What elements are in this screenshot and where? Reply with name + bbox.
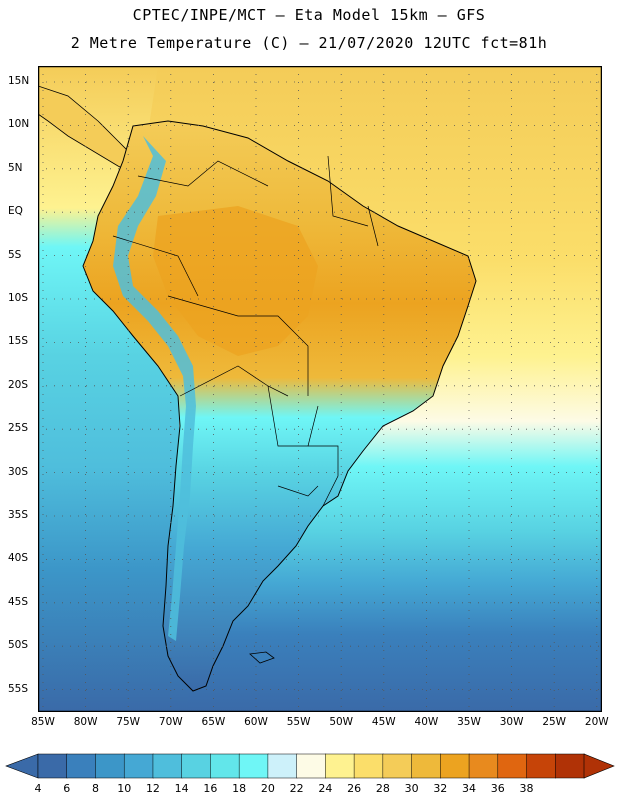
colorbar-tick-label: 6 (63, 782, 71, 795)
colorbar-tick-label: 18 (232, 782, 247, 795)
falkland-islands (249, 651, 275, 664)
map-title: CPTEC/INPE/MCT – Eta Model 15km – GFS (132, 6, 486, 24)
lon-tick-label: 20W (584, 716, 609, 728)
temperature-colorbar (5, 753, 615, 779)
colorbar-segment (152, 753, 183, 779)
colorbar-segment (526, 753, 557, 779)
lat-tick-label: 35S (8, 509, 29, 521)
colorbar-segment (497, 753, 528, 779)
lon-tick-label: 35W (457, 716, 481, 728)
ocean-pacific (38, 66, 188, 712)
temperature-map (38, 66, 602, 712)
lat-tick-label: 10N (8, 118, 30, 131)
lon-tick-label: 70W (158, 716, 183, 728)
amazon-hot-zone (153, 206, 318, 356)
colorbar-tick-label: 16 (203, 782, 218, 795)
lat-tick-label: 5N (8, 161, 23, 174)
colorbar-tick-label: 12 (145, 782, 160, 795)
lat-tick-label: 15S (8, 335, 29, 348)
colorbar-tick-label: 14 (174, 782, 189, 795)
lat-tick-label: 25S (8, 422, 29, 435)
lon-tick-label: 30W (499, 716, 524, 728)
lat-tick-label: 20S (8, 378, 29, 391)
colorbar-segment (296, 753, 327, 779)
colorbar-tick-label: 22 (289, 782, 304, 795)
colorbar-segment (440, 753, 470, 779)
lat-tick-label: 55S (8, 682, 29, 695)
lat-tick-label: EQ (8, 205, 23, 218)
map-subtitle: 2 Metre Temperature (C) – 21/07/2020 12U… (70, 34, 548, 52)
colorbar-segment (37, 753, 68, 779)
colorbar-segment (267, 753, 298, 779)
colorbar-segment (411, 753, 442, 779)
lon-tick-label: 55W (286, 716, 311, 728)
lat-tick-label: 30S (8, 465, 29, 478)
colorbar-tick-label: 34 (462, 782, 477, 795)
colorbar-tick-label: 20 (260, 782, 275, 795)
colorbar-segment (325, 753, 355, 779)
colorbar-segment (468, 753, 499, 779)
lon-tick-label: 25W (542, 716, 567, 728)
lon-tick-label: 45W (371, 716, 396, 728)
country-borders (112, 155, 379, 507)
colorbar-tick-label: 38 (519, 782, 534, 795)
map-frame (38, 66, 602, 712)
colorbar-tick-label: 24 (318, 782, 333, 795)
lat-tick-label: 45S (8, 595, 29, 608)
colorbar-tick-label: 4 (34, 782, 42, 795)
colorbar-tick-label: 30 (404, 782, 419, 795)
colorbar-tick-label: 28 (375, 782, 390, 795)
colorbar-segment (555, 753, 585, 779)
colorbar-segment (66, 753, 97, 779)
lon-tick-label: 50W (329, 716, 354, 728)
lon-tick-label: 80W (73, 716, 98, 728)
map-canvas (38, 66, 602, 712)
colorbar-segment (123, 753, 154, 779)
lon-tick-label: 40W (414, 716, 439, 728)
colorbar-segment (238, 753, 269, 779)
colorbar-segment (382, 753, 413, 779)
lon-tick-label: 75W (116, 716, 141, 728)
lat-tick-label: 5S (8, 248, 22, 261)
lon-tick-label: 85W (31, 716, 55, 728)
colorbar-tick-label: 26 (347, 782, 362, 795)
colorbar-left-arrow (5, 753, 39, 779)
colorbar-tick-label: 10 (117, 782, 132, 795)
colorbar-tick-label: 8 (91, 782, 99, 795)
colorbar-segment (353, 753, 384, 779)
colorbar-tick-label: 36 (490, 782, 505, 795)
colorbar-segment (181, 753, 212, 779)
lat-tick-label: 10S (8, 292, 29, 304)
lat-tick-label: 15N (8, 75, 30, 87)
lon-tick-label: 65W (201, 716, 226, 728)
colorbar-right-arrow (583, 753, 615, 779)
colorbar-segment (210, 753, 240, 779)
lon-tick-label: 60W (244, 716, 268, 728)
lat-tick-label: 40S (8, 552, 29, 565)
colorbar-tick-label: 32 (433, 782, 448, 795)
colorbar-segment (95, 753, 125, 779)
lat-tick-label: 50S (8, 639, 29, 652)
